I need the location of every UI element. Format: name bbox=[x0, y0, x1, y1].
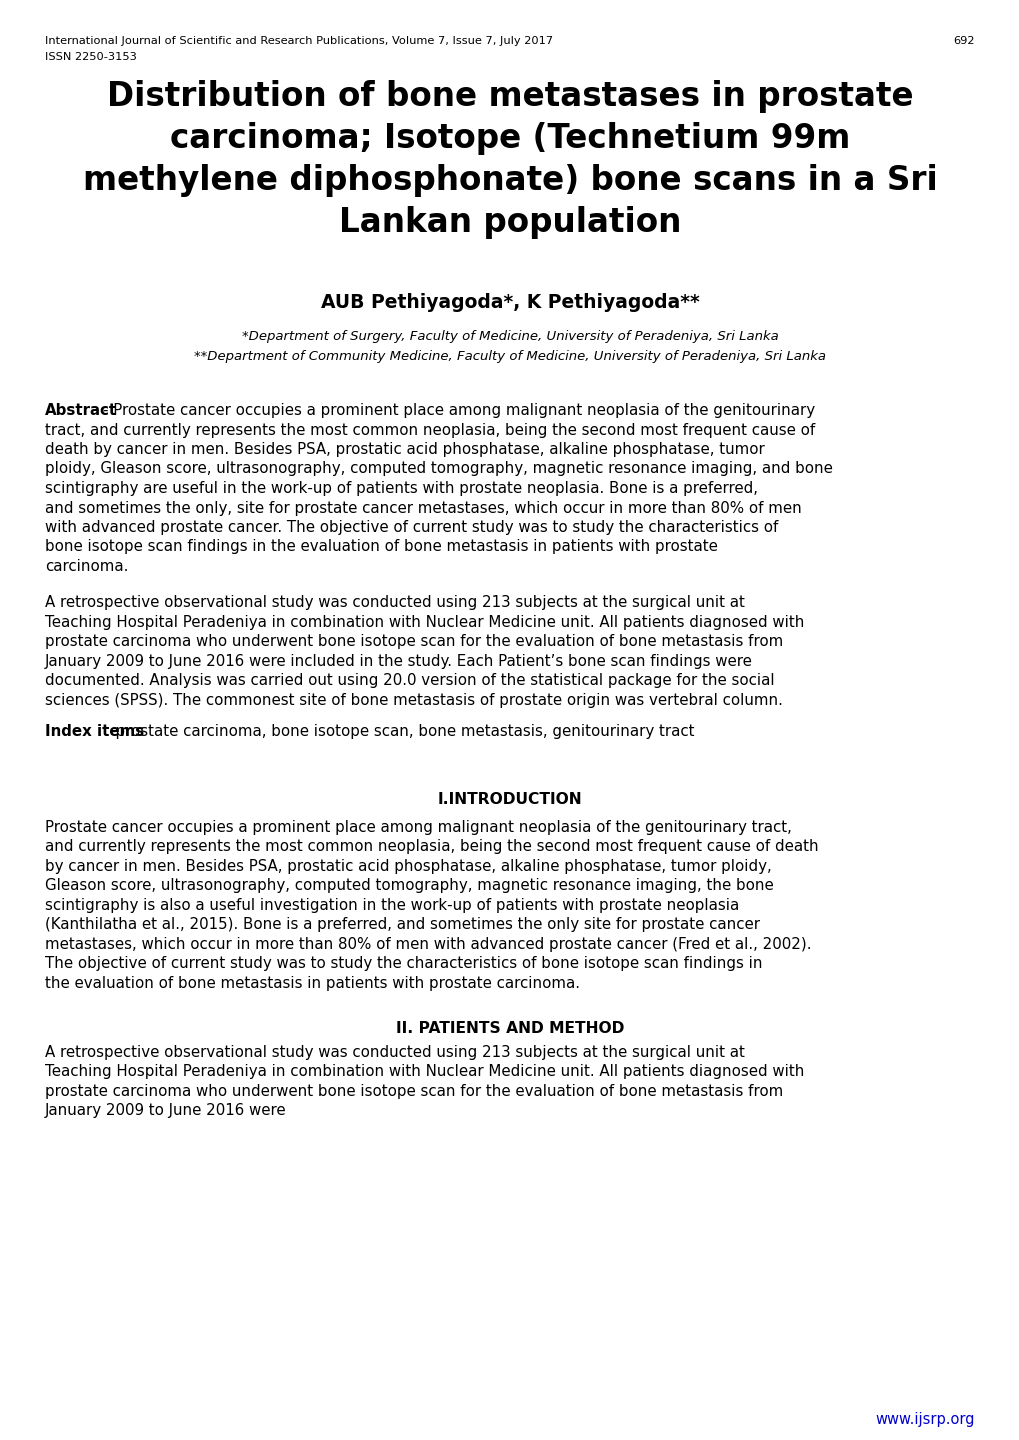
Text: and sometimes the only, site for prostate cancer metastases, which occur in more: and sometimes the only, site for prostat… bbox=[45, 501, 801, 516]
Text: A retrospective observational study was conducted using 213 subjects at the surg: A retrospective observational study was … bbox=[45, 595, 744, 611]
Text: 692: 692 bbox=[953, 36, 974, 46]
Text: ploidy, Gleason score, ultrasonography, computed tomography, magnetic resonance : ploidy, Gleason score, ultrasonography, … bbox=[45, 461, 833, 477]
Text: metastases, which occur in more than 80% of men with advanced prostate cancer (F: metastases, which occur in more than 80%… bbox=[45, 937, 811, 952]
Text: Teaching Hospital Peradeniya in combination with Nuclear Medicine unit. All pati: Teaching Hospital Peradeniya in combinat… bbox=[45, 615, 804, 629]
Text: -prostate carcinoma, bone isotope scan, bone metastasis, genitourinary tract: -prostate carcinoma, bone isotope scan, … bbox=[110, 724, 694, 739]
Text: death by cancer in men. Besides PSA, prostatic acid phosphatase, alkaline phosph: death by cancer in men. Besides PSA, pro… bbox=[45, 442, 764, 456]
Text: bone isotope scan findings in the evaluation of bone metastasis in patients with: bone isotope scan findings in the evalua… bbox=[45, 540, 717, 554]
Text: International Journal of Scientific and Research Publications, Volume 7, Issue 7: International Journal of Scientific and … bbox=[45, 36, 552, 46]
Text: AUB Pethiyagoda*, K Pethiyagoda**: AUB Pethiyagoda*, K Pethiyagoda** bbox=[320, 292, 699, 312]
Text: ISSN 2250-3153: ISSN 2250-3153 bbox=[45, 52, 137, 62]
Text: A retrospective observational study was conducted using 213 subjects at the surg: A retrospective observational study was … bbox=[45, 1044, 744, 1060]
Text: **Department of Community Medicine, Faculty of Medicine, University of Peradeniy: **Department of Community Medicine, Facu… bbox=[194, 350, 825, 363]
Text: www.ijsrp.org: www.ijsrp.org bbox=[874, 1413, 974, 1427]
Text: Abstract: Abstract bbox=[45, 403, 117, 418]
Text: January 2009 to June 2016 were: January 2009 to June 2016 were bbox=[45, 1103, 286, 1117]
Text: scintigraphy are useful in the work-up of patients with prostate neoplasia. Bone: scintigraphy are useful in the work-up o… bbox=[45, 481, 757, 495]
Text: The objective of current study was to study the characteristics of bone isotope : The objective of current study was to st… bbox=[45, 956, 762, 971]
Text: (Kanthilatha et al., 2015). Bone is a preferred, and sometimes the only site for: (Kanthilatha et al., 2015). Bone is a pr… bbox=[45, 917, 759, 932]
Text: prostate carcinoma who underwent bone isotope scan for the evaluation of bone me: prostate carcinoma who underwent bone is… bbox=[45, 1084, 783, 1099]
Text: Prostate cancer occupies a prominent place among malignant neoplasia of the geni: Prostate cancer occupies a prominent pla… bbox=[45, 819, 791, 835]
Text: I.INTRODUCTION: I.INTRODUCTION bbox=[437, 792, 582, 806]
Text: Distribution of bone metastases in prostate
carcinoma; Isotope (Technetium 99m
m: Distribution of bone metastases in prost… bbox=[83, 81, 936, 239]
Text: Gleason score, ultrasonography, computed tomography, magnetic resonance imaging,: Gleason score, ultrasonography, computed… bbox=[45, 878, 773, 893]
Text: with advanced prostate cancer. The objective of current study was to study the c: with advanced prostate cancer. The objec… bbox=[45, 520, 777, 536]
Text: carcinoma.: carcinoma. bbox=[45, 559, 128, 575]
Text: - Prostate cancer occupies a prominent place among malignant neoplasia of the ge: - Prostate cancer occupies a prominent p… bbox=[103, 403, 814, 418]
Text: by cancer in men. Besides PSA, prostatic acid phosphatase, alkaline phosphatase,: by cancer in men. Besides PSA, prostatic… bbox=[45, 858, 771, 874]
Text: prostate carcinoma who underwent bone isotope scan for the evaluation of bone me: prostate carcinoma who underwent bone is… bbox=[45, 634, 783, 649]
Text: tract, and currently represents the most common neoplasia, being the second most: tract, and currently represents the most… bbox=[45, 422, 814, 438]
Text: documented. Analysis was carried out using 20.0 version of the statistical packa: documented. Analysis was carried out usi… bbox=[45, 672, 773, 688]
Text: II. PATIENTS AND METHOD: II. PATIENTS AND METHOD bbox=[395, 1021, 624, 1035]
Text: Teaching Hospital Peradeniya in combination with Nuclear Medicine unit. All pati: Teaching Hospital Peradeniya in combinat… bbox=[45, 1064, 804, 1079]
Text: and currently represents the most common neoplasia, being the second most freque: and currently represents the most common… bbox=[45, 840, 818, 854]
Text: the evaluation of bone metastasis in patients with prostate carcinoma.: the evaluation of bone metastasis in pat… bbox=[45, 976, 580, 991]
Text: January 2009 to June 2016 were included in the study. Each Patient’s bone scan f: January 2009 to June 2016 were included … bbox=[45, 654, 752, 668]
Text: *Department of Surgery, Faculty of Medicine, University of Peradeniya, Sri Lanka: *Department of Surgery, Faculty of Medic… bbox=[242, 330, 777, 343]
Text: scintigraphy is also a useful investigation in the work-up of patients with pros: scintigraphy is also a useful investigat… bbox=[45, 897, 739, 913]
Text: Index items: Index items bbox=[45, 724, 144, 739]
Text: sciences (SPSS). The commonest site of bone metastasis of prostate origin was ve: sciences (SPSS). The commonest site of b… bbox=[45, 693, 783, 707]
